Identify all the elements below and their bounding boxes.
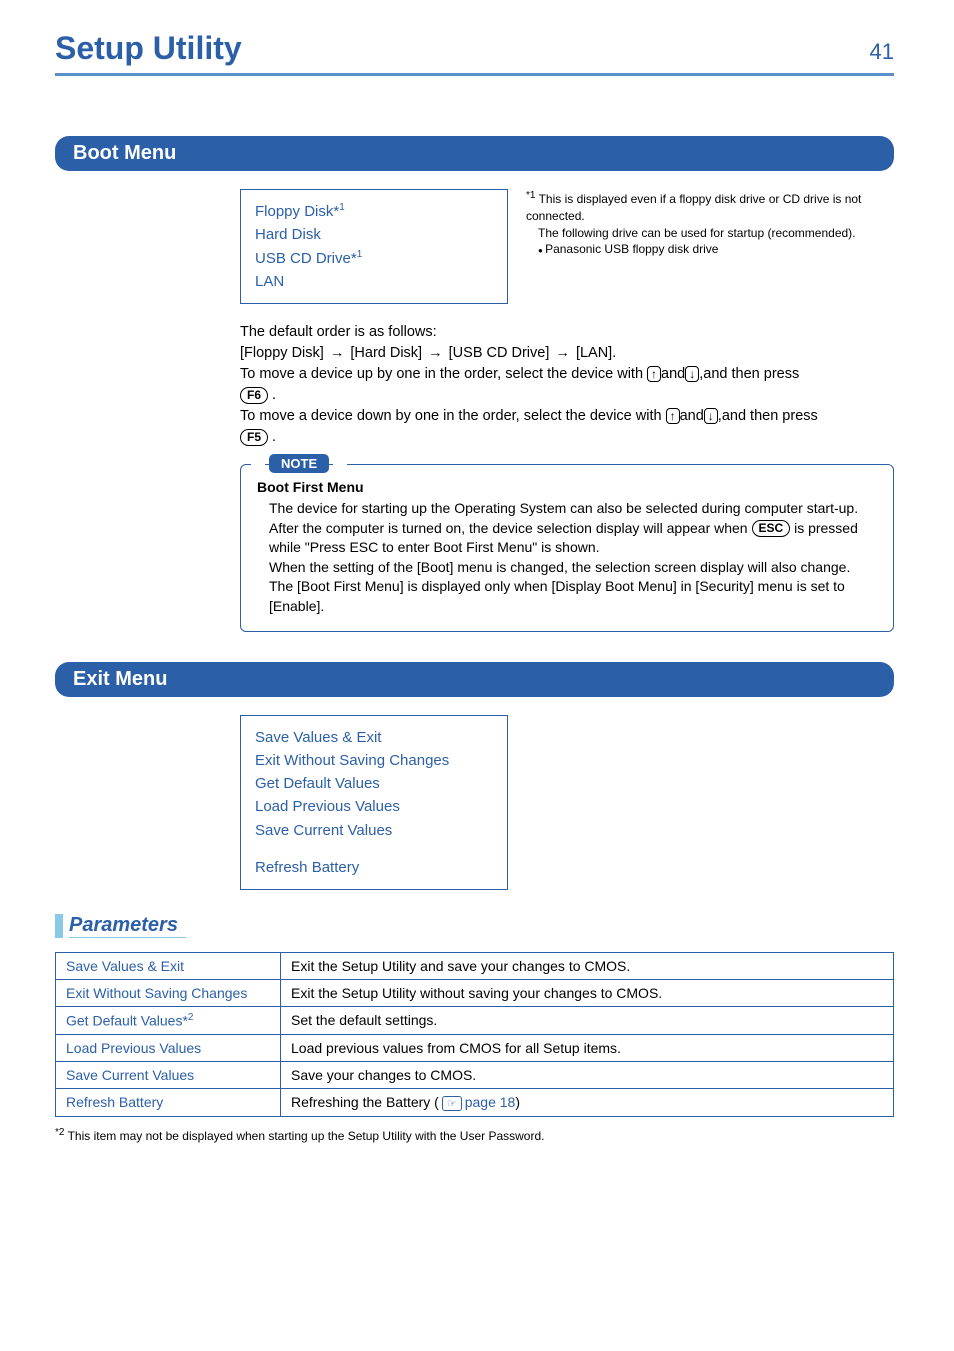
arrow-right-icon: → xyxy=(428,343,443,364)
footnote2: *2 This item may not be displayed when s… xyxy=(55,1127,894,1143)
param-name: Save Current Values xyxy=(56,1061,281,1088)
down-arrow-key-icon: ↓ xyxy=(685,366,699,382)
note-box: NOTE Boot First Menu The device for star… xyxy=(240,464,894,632)
boot-footnote1: *1 This is displayed even if a floppy di… xyxy=(526,189,894,304)
param-desc: Save your changes to CMOS. xyxy=(281,1061,894,1088)
down-arrow-key-icon: ↓ xyxy=(704,408,718,424)
parameters-header: Parameters xyxy=(55,914,894,938)
boot-menu-header: Boot Menu xyxy=(55,136,894,171)
footnote-bullet: Panasonic USB floppy disk drive xyxy=(538,241,894,258)
note-p2: After the computer is turned on, the dev… xyxy=(269,519,877,558)
param-desc: Load previous values from CMOS for all S… xyxy=(281,1034,894,1061)
exit-menu-header: Exit Menu xyxy=(55,662,894,697)
note-p4: The [Boot First Menu] is displayed only … xyxy=(269,577,877,616)
exit-opt-save-exit: Save Values & Exit xyxy=(255,726,493,749)
esc-key-icon: ESC xyxy=(752,520,791,537)
boot-option-floppy: Floppy Disk*1 xyxy=(255,200,493,223)
exit-opt-exit-nosave: Exit Without Saving Changes xyxy=(255,749,493,772)
param-desc: Exit the Setup Utility without saving yo… xyxy=(281,980,894,1007)
parameters-table: Save Values & Exit Exit the Setup Utilit… xyxy=(55,952,894,1117)
table-row: Save Current Values Save your changes to… xyxy=(56,1061,894,1088)
boot-options-box: Floppy Disk*1 Hard Disk USB CD Drive*1 L… xyxy=(240,189,508,304)
exit-opt-save-current: Save Current Values xyxy=(255,819,493,842)
param-desc: Exit the Setup Utility and save your cha… xyxy=(281,953,894,980)
note-title: Boot First Menu xyxy=(257,479,877,495)
boot-option-usbcd: USB CD Drive*1 xyxy=(255,247,493,270)
page-number: 41 xyxy=(870,39,894,65)
exit-opt-load-prev: Load Previous Values xyxy=(255,795,493,818)
f5-key-icon: F5 xyxy=(240,429,268,446)
table-row: Exit Without Saving Changes Exit the Set… xyxy=(56,980,894,1007)
arrow-right-icon: → xyxy=(555,343,570,364)
table-row: Get Default Values*2 Set the default set… xyxy=(56,1007,894,1035)
param-name: Exit Without Saving Changes xyxy=(56,980,281,1007)
title-row: Setup Utility 41 xyxy=(55,30,894,76)
exit-opt-refresh-battery: Refresh Battery xyxy=(255,856,493,879)
param-desc: Set the default settings. xyxy=(281,1007,894,1035)
note-label: NOTE xyxy=(269,454,329,473)
boot-two-col: Floppy Disk*1 Hard Disk USB CD Drive*1 L… xyxy=(240,189,894,304)
boot-option-lan: LAN xyxy=(255,270,493,293)
note-p3: When the setting of the [Boot] menu is c… xyxy=(269,558,877,578)
arrow-right-icon: → xyxy=(330,343,345,364)
page-title: Setup Utility xyxy=(55,30,242,67)
exit-opt-defaults: Get Default Values xyxy=(255,772,493,795)
reference-icon: ☞ xyxy=(442,1096,462,1111)
table-row: Load Previous Values Load previous value… xyxy=(56,1034,894,1061)
param-name: Save Values & Exit xyxy=(56,953,281,980)
param-name: Refresh Battery xyxy=(56,1088,281,1116)
f6-key-icon: F6 xyxy=(240,387,268,404)
table-row: Refresh Battery Refreshing the Battery (… xyxy=(56,1088,894,1116)
boot-body-text: The default order is as follows: [Floppy… xyxy=(240,322,894,448)
boot-content: Floppy Disk*1 Hard Disk USB CD Drive*1 L… xyxy=(240,189,894,632)
table-row: Save Values & Exit Exit the Setup Utilit… xyxy=(56,953,894,980)
up-arrow-key-icon: ↑ xyxy=(666,408,680,424)
note-p1: The device for starting up the Operating… xyxy=(269,499,877,519)
boot-option-harddisk: Hard Disk xyxy=(255,223,493,246)
param-name: Get Default Values*2 xyxy=(56,1007,281,1035)
exit-options-box: Save Values & Exit Exit Without Saving C… xyxy=(240,715,508,891)
exit-content: Save Values & Exit Exit Without Saving C… xyxy=(240,715,894,891)
params-bar-icon xyxy=(55,914,63,938)
up-arrow-key-icon: ↑ xyxy=(647,366,661,382)
page-link[interactable]: page 18 xyxy=(465,1094,516,1110)
param-name: Load Previous Values xyxy=(56,1034,281,1061)
parameters-title: Parameters xyxy=(69,914,186,938)
param-desc: Refreshing the Battery (☞page 18) xyxy=(281,1088,894,1116)
page: Setup Utility 41 Boot Menu Floppy Disk*1… xyxy=(0,0,954,1183)
